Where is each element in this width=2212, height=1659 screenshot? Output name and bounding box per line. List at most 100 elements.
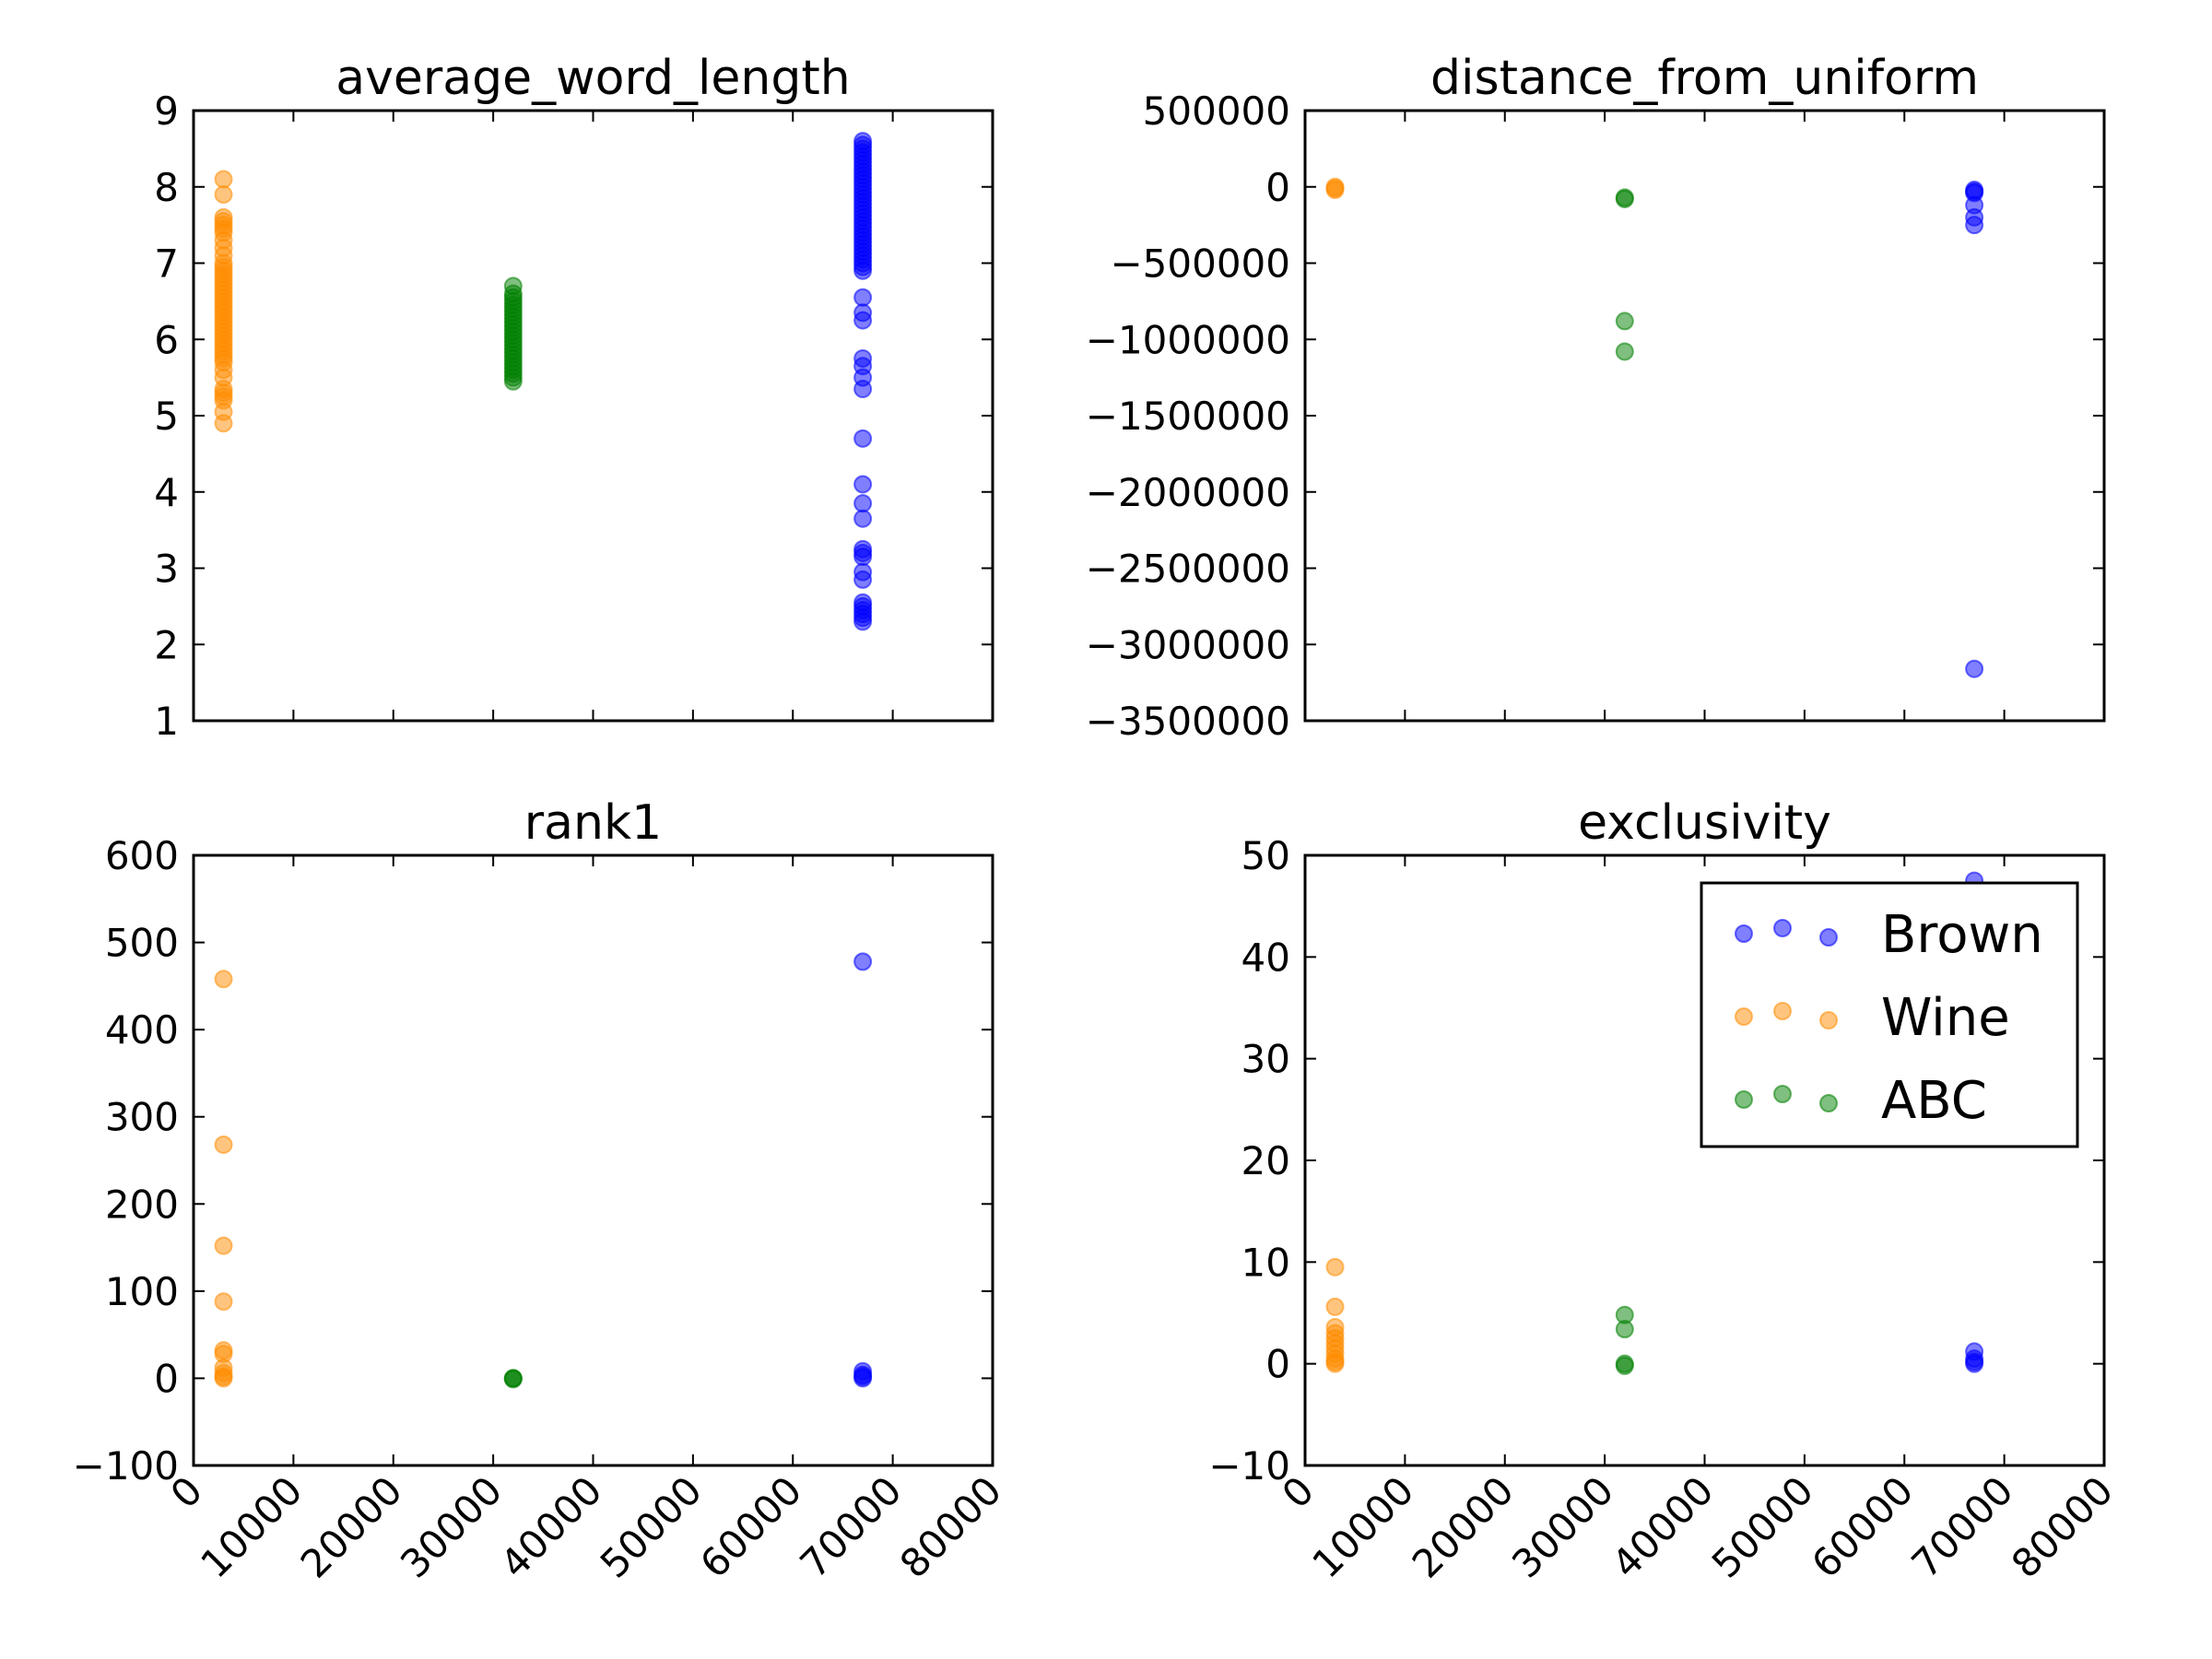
x-tick-label: 10000 bbox=[1303, 1467, 1422, 1586]
x-tick-label: 20000 bbox=[1404, 1467, 1523, 1586]
data-point-wine bbox=[214, 1236, 233, 1255]
legend-box bbox=[1700, 881, 2079, 1148]
axes-frame bbox=[192, 109, 994, 723]
legend-marker-brown bbox=[1819, 928, 1838, 947]
legend-marker-brown bbox=[1735, 924, 1753, 943]
y-tick-label: 0 bbox=[1265, 165, 1290, 210]
x-tick-label: 70000 bbox=[1903, 1467, 2022, 1586]
data-point-brown bbox=[853, 429, 873, 448]
x-tick-label: 10000 bbox=[192, 1467, 311, 1586]
y-tick-label: 500000 bbox=[1143, 88, 1290, 134]
y-tick-label: 7 bbox=[154, 241, 179, 287]
y-tick-label: 6 bbox=[154, 317, 179, 362]
data-point-brown bbox=[853, 475, 873, 494]
legend-label-abc: ABC bbox=[1881, 1071, 1987, 1131]
y-tick-label: 400 bbox=[105, 1007, 179, 1053]
x-tick-label: 20000 bbox=[292, 1467, 411, 1586]
data-point-wine bbox=[214, 1369, 233, 1388]
subplot-3: rank1−1000100200300400500600010000200003… bbox=[73, 795, 1010, 1587]
y-tick-label: 2 bbox=[154, 622, 179, 667]
data-point-brown bbox=[1965, 1354, 1984, 1373]
x-tick-label: 70000 bbox=[792, 1467, 911, 1586]
subplot-1: average_word_length 1 2 3 4 5 6 7 8 9 bbox=[154, 51, 994, 744]
data-point-wine bbox=[1325, 181, 1345, 200]
axes-frame bbox=[1303, 109, 2106, 723]
y-tick-label: −1500000 bbox=[1086, 394, 1290, 439]
data-point-wine bbox=[214, 170, 233, 189]
legend-marker-abc bbox=[1735, 1090, 1753, 1109]
legend-marker-wine bbox=[1819, 1011, 1838, 1030]
legend-label-wine: Wine bbox=[1881, 988, 2010, 1048]
data-point-brown bbox=[853, 612, 873, 631]
x-tick-label: 80000 bbox=[891, 1467, 1010, 1586]
subplot-title: distance_from_uniform bbox=[1430, 51, 1979, 106]
data-point-brown bbox=[853, 380, 873, 399]
y-tick-label: 1 bbox=[154, 699, 179, 744]
legend-marker-brown bbox=[1773, 919, 1792, 937]
y-tick-label: −10 bbox=[1208, 1443, 1290, 1488]
data-point-abc bbox=[1615, 342, 1634, 361]
data-point-brown bbox=[853, 570, 873, 589]
x-tick-label: 80000 bbox=[2003, 1467, 2122, 1586]
data-point-wine bbox=[214, 1292, 233, 1312]
y-tick-label: 4 bbox=[154, 470, 179, 515]
data-point-abc bbox=[1615, 189, 1634, 208]
data-point-abc bbox=[1615, 1356, 1634, 1375]
data-point-brown bbox=[1965, 216, 1984, 235]
x-tick-label: 60000 bbox=[691, 1467, 810, 1586]
subplot-2: distance_from_uniform −3500000 −3000000 −25… bbox=[1086, 51, 2106, 744]
data-point-brown bbox=[853, 311, 873, 330]
axes-frame bbox=[192, 853, 994, 1467]
legend-marker-abc bbox=[1819, 1094, 1838, 1112]
x-tick-label: 60000 bbox=[1803, 1467, 1922, 1586]
x-tick-label: 40000 bbox=[491, 1467, 610, 1586]
data-point-abc bbox=[503, 371, 523, 391]
y-tick-label: 9 bbox=[154, 88, 179, 134]
x-tick-label: 40000 bbox=[1603, 1467, 1722, 1586]
y-tick-label: −2000000 bbox=[1086, 470, 1290, 515]
subplot-title: rank1 bbox=[524, 795, 662, 851]
data-point-brown bbox=[853, 952, 873, 971]
y-tick-label: 8 bbox=[154, 165, 179, 210]
data-point-brown bbox=[1965, 659, 1984, 678]
data-point-brown bbox=[853, 494, 873, 513]
y-tick-label: −500000 bbox=[1110, 241, 1290, 287]
data-point-brown bbox=[853, 261, 873, 280]
data-point-wine bbox=[214, 1135, 233, 1154]
legend-label-brown: Brown bbox=[1881, 905, 2043, 965]
legend-marker-abc bbox=[1773, 1085, 1792, 1103]
data-point-wine bbox=[1325, 1257, 1345, 1277]
legend-marker-wine bbox=[1773, 1002, 1792, 1020]
y-tick-label: 300 bbox=[105, 1095, 179, 1140]
y-tick-label: −3000000 bbox=[1086, 622, 1290, 667]
y-tick-label: −100 bbox=[73, 1443, 179, 1488]
data-point-wine bbox=[214, 185, 233, 205]
y-tick-label: 200 bbox=[105, 1182, 179, 1227]
data-point-brown bbox=[853, 288, 873, 307]
data-point-brown bbox=[853, 509, 873, 528]
y-tick-label: 20 bbox=[1241, 1138, 1290, 1183]
data-point-wine bbox=[1325, 1354, 1345, 1373]
y-tick-label: 30 bbox=[1241, 1037, 1290, 1082]
data-point-abc bbox=[1615, 312, 1634, 331]
data-point-brown bbox=[853, 1369, 873, 1388]
data-point-abc bbox=[1615, 1320, 1634, 1339]
subplot-title: average_word_length bbox=[335, 51, 850, 106]
subplot-title: exclusivity bbox=[1578, 795, 1831, 851]
legend: Brown Wine ABC bbox=[1700, 881, 2079, 1148]
y-tick-label: 50 bbox=[1241, 833, 1290, 878]
y-tick-label: 40 bbox=[1241, 935, 1290, 980]
data-point-brown bbox=[853, 547, 873, 567]
data-point-wine bbox=[214, 970, 233, 989]
x-tick-label: 30000 bbox=[392, 1467, 511, 1586]
y-tick-label: 500 bbox=[105, 921, 179, 966]
y-tick-label: −1000000 bbox=[1086, 317, 1290, 362]
legend-marker-wine bbox=[1735, 1007, 1753, 1026]
y-tick-label: 5 bbox=[154, 394, 179, 439]
y-tick-label: −2500000 bbox=[1086, 547, 1290, 592]
y-tick-label: 600 bbox=[105, 833, 179, 878]
data-point-wine bbox=[214, 414, 233, 433]
y-tick-label: 100 bbox=[105, 1269, 179, 1314]
x-tick-label: 50000 bbox=[592, 1467, 711, 1586]
